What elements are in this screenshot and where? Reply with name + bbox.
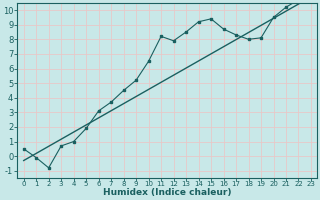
X-axis label: Humidex (Indice chaleur): Humidex (Indice chaleur) (103, 188, 232, 197)
